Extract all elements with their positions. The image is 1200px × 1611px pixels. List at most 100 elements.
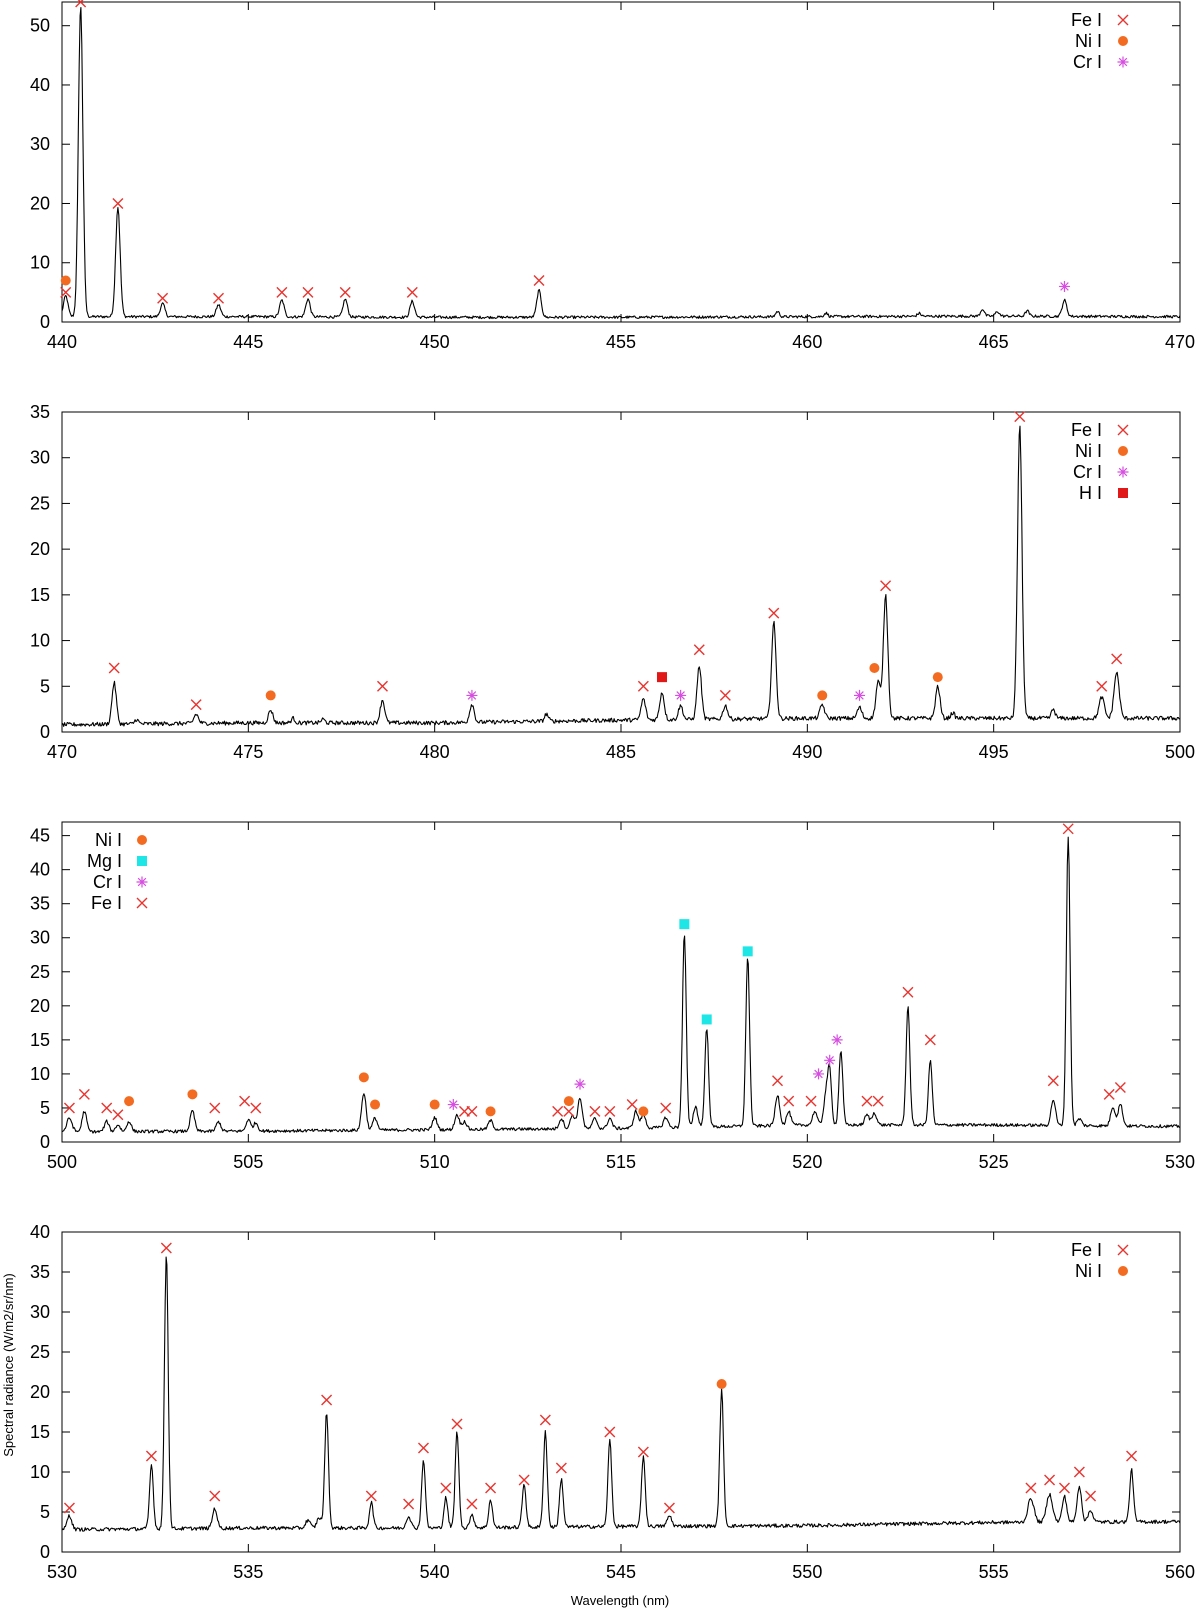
marker-fe-i	[880, 580, 892, 592]
marker-fe-i	[552, 1105, 564, 1117]
x-tick-label: 485	[606, 742, 636, 762]
marker-fe-i	[924, 1034, 936, 1046]
y-tick-label: 30	[30, 1302, 50, 1322]
marker-cr-i	[466, 689, 478, 701]
marker-cr-i	[831, 1034, 843, 1046]
legend-label-ni-i: Ni I	[1075, 441, 1102, 461]
y-tick-label: 15	[30, 1422, 50, 1442]
x-tick-label: 495	[979, 742, 1009, 762]
x-tick-label: 445	[233, 332, 263, 352]
marker-fe-i	[563, 1105, 575, 1117]
y-tick-label: 40	[30, 860, 50, 880]
y-tick-label: 15	[30, 585, 50, 605]
spectrum-line	[61, 836, 1181, 1134]
y-tick-label: 10	[30, 253, 50, 273]
marker-ni-i	[932, 672, 943, 683]
y-tick-label: 5	[40, 1098, 50, 1118]
marker-fe-i	[75, 0, 87, 8]
legend-label-ni-i: Ni I	[1075, 31, 1102, 51]
plot-frame	[61, 1231, 1181, 1553]
y-tick-label: 10	[30, 631, 50, 651]
marker-ni-i	[817, 690, 828, 701]
y-tick-label: 20	[30, 539, 50, 559]
marker-fe-i	[466, 1498, 478, 1510]
y-tick-label: 15	[30, 1030, 50, 1050]
plot-frame	[61, 821, 1181, 1143]
marker-fe-i	[78, 1088, 90, 1100]
marker-fe-i	[1126, 1450, 1138, 1462]
marker-fe-i	[1062, 823, 1074, 835]
marker-fe-i	[861, 1095, 873, 1107]
marker-cr-i	[854, 689, 866, 701]
legend-marker-ni-i	[1118, 36, 1128, 46]
x-tick-label: 500	[47, 1152, 77, 1172]
marker-fe-i	[1073, 1466, 1085, 1478]
y-tick-label: 35	[30, 402, 50, 422]
legend-marker-cr-i	[1117, 466, 1129, 478]
marker-fe-i	[637, 1446, 649, 1458]
legend-marker-ni-i	[137, 835, 147, 845]
y-tick-label: 35	[30, 1262, 50, 1282]
marker-fe-i	[783, 1095, 795, 1107]
legend-marker-cr-i	[1117, 56, 1129, 68]
marker-fe-i	[440, 1482, 452, 1494]
marker-fe-i	[533, 275, 545, 287]
x-tick-label: 440	[47, 332, 77, 352]
y-tick-label: 45	[30, 826, 50, 846]
legend-label-ni-i: Ni I	[95, 830, 122, 850]
x-tick-label: 470	[1165, 332, 1195, 352]
legend-marker-fe-i	[1117, 424, 1129, 436]
y-tick-label: 20	[30, 996, 50, 1016]
marker-fe-i	[539, 1414, 551, 1426]
marker-fe-i	[1103, 1088, 1115, 1100]
y-tick-label: 25	[30, 1342, 50, 1362]
marker-ni-i	[187, 1089, 198, 1100]
legend-marker-ni-i	[1118, 1266, 1128, 1276]
marker-fe-i	[604, 1105, 616, 1117]
x-tick-label: 530	[47, 1562, 77, 1582]
marker-fe-i	[145, 1450, 157, 1462]
plot-frame	[61, 411, 1181, 733]
marker-fe-i	[485, 1482, 497, 1494]
legend-label-cr-i: Cr I	[93, 872, 122, 892]
marker-fe-i	[239, 1095, 251, 1107]
y-tick-label: 35	[30, 894, 50, 914]
marker-fe-i	[466, 1105, 478, 1117]
marker-fe-i	[276, 286, 288, 298]
x-tick-label: 540	[420, 1562, 450, 1582]
spectrum-line	[61, 1256, 1181, 1532]
x-tick-label: 515	[606, 1152, 636, 1172]
marker-ni-i	[485, 1106, 496, 1117]
y-tick-label: 20	[30, 193, 50, 213]
y-tick-label: 10	[30, 1462, 50, 1482]
marker-fe-i	[626, 1099, 638, 1111]
y-tick-label: 20	[30, 1382, 50, 1402]
marker-fe-i	[719, 689, 731, 701]
marker-fe-i	[1058, 1482, 1070, 1494]
legend-marker-h-i	[1118, 488, 1128, 498]
x-tick-label: 490	[792, 742, 822, 762]
marker-ni-i	[563, 1096, 574, 1107]
x-tick-label: 450	[420, 332, 450, 352]
legend-marker-fe-i	[1117, 1244, 1129, 1256]
marker-fe-i	[406, 286, 418, 298]
marker-fe-i	[555, 1462, 567, 1474]
marker-fe-i	[663, 1502, 675, 1514]
marker-fe-i	[321, 1394, 333, 1406]
marker-fe-i	[190, 699, 202, 711]
marker-fe-i	[805, 1095, 817, 1107]
y-tick-label: 5	[40, 1502, 50, 1522]
marker-fe-i	[1025, 1482, 1037, 1494]
marker-fe-i	[1014, 411, 1026, 423]
x-tick-label: 500	[1165, 742, 1195, 762]
marker-fe-i	[518, 1474, 530, 1486]
legend-label-ni-i: Ni I	[1075, 1261, 1102, 1281]
y-tick-label: 40	[30, 1222, 50, 1242]
legend-label-h-i: H I	[1079, 483, 1102, 503]
marker-cr-i	[574, 1078, 586, 1090]
legend-marker-fe-i	[136, 897, 148, 909]
plot-frame	[61, 1, 1181, 323]
x-tick-label: 455	[606, 332, 636, 352]
marker-ni-i	[429, 1099, 440, 1110]
